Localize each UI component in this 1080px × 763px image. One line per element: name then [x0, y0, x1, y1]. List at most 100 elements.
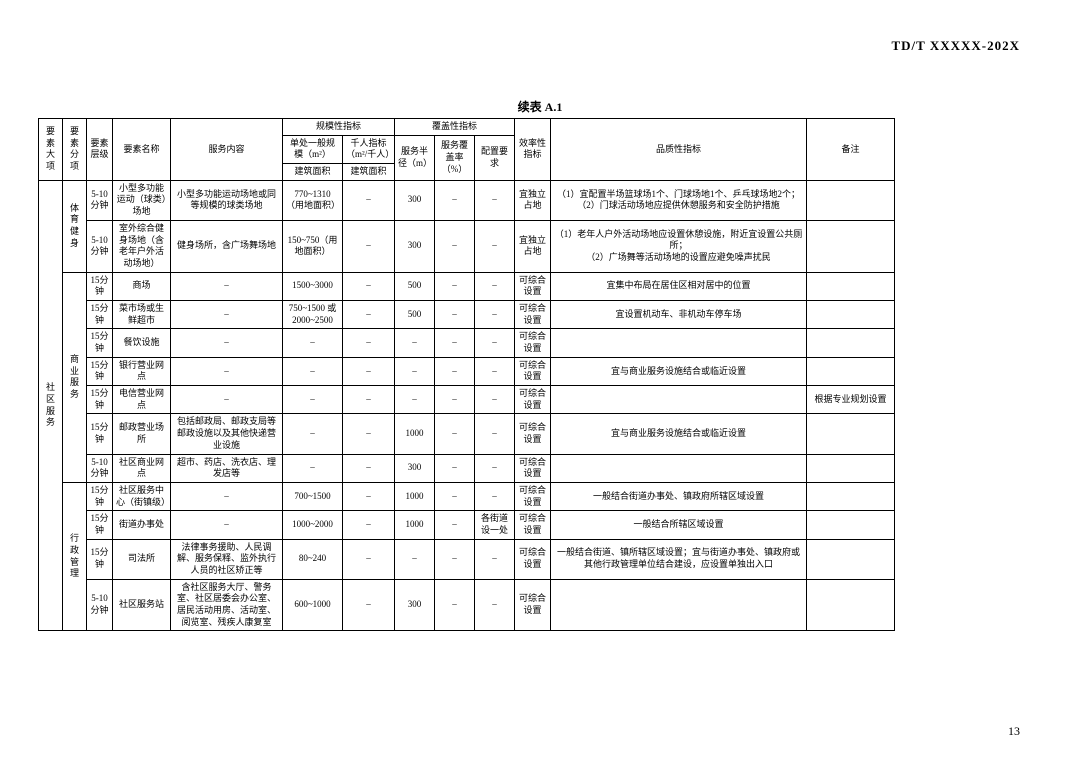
table-cell: 可综合设置: [515, 414, 551, 454]
table-cell: –: [475, 300, 515, 328]
table-cell: 社区商业网点: [113, 454, 171, 482]
table-cell: –: [435, 386, 475, 414]
table-cell: –: [171, 357, 283, 385]
table-cell: 750~1500 或 2000~2500: [283, 300, 343, 328]
table-cell: 宜与商业服务设施结合或临近设置: [551, 357, 807, 385]
table-cell: 1500~3000: [283, 272, 343, 300]
table-cell: 1000: [395, 414, 435, 454]
table-cell: –: [343, 300, 395, 328]
table-cell: [807, 300, 895, 328]
header-cell: 要素大项: [39, 119, 63, 181]
table-cell: –: [171, 511, 283, 539]
table-cell: –: [343, 386, 395, 414]
table-cell: 500: [395, 300, 435, 328]
table-cell: 一般结合街道办事处、镇政府所辖区域设置: [551, 482, 807, 510]
table-cell: 商业服务: [63, 272, 87, 482]
table-cell: [551, 329, 807, 357]
table-cell: [807, 414, 895, 454]
table-cell: –: [343, 482, 395, 510]
header-cell: 服务内容: [171, 119, 283, 181]
table-cell: –: [435, 220, 475, 272]
table-cell: –: [343, 329, 395, 357]
table-cell: –: [475, 386, 515, 414]
table-cell: 一般结合街道、镇所辖区域设置；宜与街道办事处、镇政府或其他行政管理单位结合建设，…: [551, 539, 807, 579]
table-cell: –: [475, 329, 515, 357]
table-cell: [807, 357, 895, 385]
table-cell: 宜与商业服务设施结合或临近设置: [551, 414, 807, 454]
table-cell: 可综合设置: [515, 272, 551, 300]
table-cell: –: [475, 180, 515, 220]
table-cell: –: [395, 357, 435, 385]
table-cell: 根据专业规划设置: [807, 386, 895, 414]
table-cell: 银行营业网点: [113, 357, 171, 385]
table-cell: –: [475, 482, 515, 510]
table-cell: 770~1310（用地面积）: [283, 180, 343, 220]
table-cell: –: [435, 454, 475, 482]
table-cell: [807, 539, 895, 579]
document-code: TD/T XXXXX-202X: [891, 38, 1020, 54]
table-cell: –: [395, 329, 435, 357]
table-cell: 700~1500: [283, 482, 343, 510]
table-cell: 法律事务援助、人民调解、服务保释、监外执行人员的社区矫正等: [171, 539, 283, 579]
table-cell: 行政管理: [63, 482, 87, 631]
table-cell: 餐饮设施: [113, 329, 171, 357]
table-cell: –: [343, 272, 395, 300]
table-cell: 可综合设置: [515, 539, 551, 579]
table-cell: –: [343, 511, 395, 539]
table-cell: 电信营业网点: [113, 386, 171, 414]
table-cell: –: [283, 329, 343, 357]
table-cell: –: [475, 539, 515, 579]
table-cell: –: [435, 482, 475, 510]
table-cell: 可综合设置: [515, 386, 551, 414]
table-cell: 15分钟: [87, 511, 113, 539]
table-cell: 300: [395, 579, 435, 631]
header-cell: 单处一般规模（m²）: [283, 135, 343, 163]
table-cell: 健身场所，含广场舞场地: [171, 220, 283, 272]
table-cell: –: [475, 579, 515, 631]
table-cell: 社区服务站: [113, 579, 171, 631]
table-cell: –: [171, 386, 283, 414]
table-cell: –: [435, 300, 475, 328]
table-cell: 1000: [395, 482, 435, 510]
table-cell: –: [475, 454, 515, 482]
table-cell: –: [343, 414, 395, 454]
table-cell: –: [435, 579, 475, 631]
table-cell: 含社区服务大厅、警务室、社区居委会办公室、居民活动用房、活动室、阅览室、残疾人康…: [171, 579, 283, 631]
table-cell: –: [475, 220, 515, 272]
table-cell: 300: [395, 454, 435, 482]
table-cell: 150~750（用地面积）: [283, 220, 343, 272]
table-cell: –: [435, 329, 475, 357]
table-cell: –: [343, 454, 395, 482]
table-cell: 5-10分钟: [87, 454, 113, 482]
table-cell: –: [171, 482, 283, 510]
table-cell: –: [171, 329, 283, 357]
table-title: 续表 A.1: [518, 98, 563, 115]
table-cell: 15分钟: [87, 482, 113, 510]
table-cell: [551, 454, 807, 482]
table-cell: 司法所: [113, 539, 171, 579]
header-cell: 服务覆盖率（%）: [435, 135, 475, 180]
table-cell: –: [475, 357, 515, 385]
table-cell: –: [171, 300, 283, 328]
table-cell: 社区服务中心（街镇级）: [113, 482, 171, 510]
table-cell: 体育健身: [63, 180, 87, 272]
header-cell: 品质性指标: [551, 119, 807, 181]
table-cell: 15分钟: [87, 414, 113, 454]
table-cell: 可综合设置: [515, 482, 551, 510]
header-cell: 覆盖性指标: [395, 119, 515, 136]
table-cell: 一般结合所辖区域设置: [551, 511, 807, 539]
table-cell: –: [283, 357, 343, 385]
header-cell: 服务半径（m）: [395, 135, 435, 180]
table-cell: 超市、药店、洗衣店、理发店等: [171, 454, 283, 482]
header-cell: 要素层级: [87, 119, 113, 181]
table-cell: –: [343, 180, 395, 220]
table-cell: [807, 272, 895, 300]
table-cell: 600~1000: [283, 579, 343, 631]
table-cell: 宜集中布局在居住区相对居中的位置: [551, 272, 807, 300]
header-cell: 配置要求: [475, 135, 515, 180]
table-cell: –: [171, 272, 283, 300]
header-cell: 规模性指标: [283, 119, 395, 136]
table-cell: 小型多功能运动（球类）场地: [113, 180, 171, 220]
table-cell: –: [435, 539, 475, 579]
page-number: 13: [1008, 724, 1020, 739]
